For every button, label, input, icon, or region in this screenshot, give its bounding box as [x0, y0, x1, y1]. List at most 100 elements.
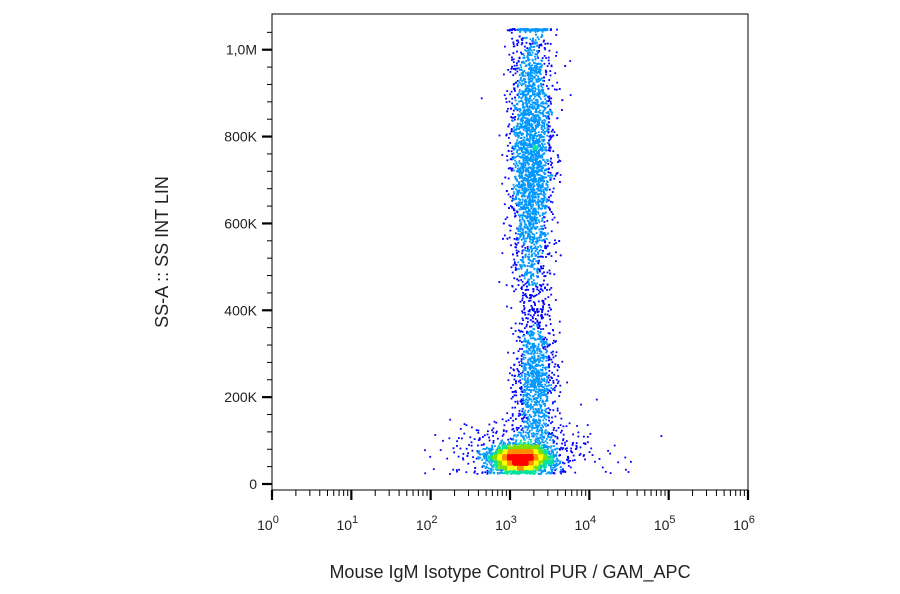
- event-dot: [483, 443, 485, 445]
- event-dot: [509, 93, 511, 96]
- event-dot: [550, 102, 552, 105]
- event-dot: [555, 242, 558, 244]
- event-dot: [526, 285, 528, 288]
- event-dot: [541, 64, 543, 67]
- event-dot: [543, 47, 546, 49]
- event-dot: [527, 441, 530, 443]
- event-dot: [532, 203, 534, 206]
- event-dot: [556, 451, 558, 454]
- event-dot: [540, 351, 543, 353]
- event-dot: [538, 372, 540, 375]
- event-dot: [508, 441, 510, 443]
- event-dot: [524, 129, 527, 132]
- event-dot: [520, 264, 523, 267]
- event-dot: [536, 248, 538, 251]
- event-dot: [545, 356, 548, 359]
- event-dot: [482, 448, 485, 450]
- event-dot: [528, 139, 531, 141]
- event-dot: [532, 219, 535, 222]
- event-dot: [519, 230, 522, 233]
- event-dot: [572, 442, 574, 444]
- event-dot: [545, 371, 548, 374]
- event-dot: [524, 400, 527, 403]
- event-dot: [517, 127, 520, 130]
- event-dot: [493, 420, 496, 423]
- event-dot: [558, 331, 561, 334]
- event-dot: [519, 109, 522, 111]
- event-dot: [524, 174, 527, 177]
- event-dot: [533, 129, 536, 131]
- event-dot: [517, 380, 520, 383]
- event-dot: [541, 252, 544, 254]
- event-dot: [559, 462, 561, 464]
- event-dot: [516, 402, 519, 405]
- event-dot: [547, 452, 550, 455]
- event-dot: [509, 442, 512, 444]
- event-dot: [473, 438, 476, 440]
- event-dot: [528, 309, 531, 311]
- event-dot: [516, 151, 518, 154]
- event-dot: [535, 74, 538, 77]
- event-dot: [514, 175, 517, 178]
- event-dot: [532, 115, 535, 117]
- event-dot: [533, 227, 536, 230]
- event-dot: [544, 367, 546, 369]
- event-dot: [524, 340, 527, 343]
- event-dot: [543, 356, 545, 359]
- event-dot: [526, 321, 529, 323]
- event-dot: [483, 457, 486, 460]
- event-dot: [516, 44, 519, 47]
- event-dot: [532, 82, 535, 85]
- event-dot: [541, 86, 544, 89]
- event-dot: [516, 150, 518, 152]
- event-dot: [535, 408, 537, 411]
- event-dot: [532, 218, 535, 221]
- event-dot: [526, 394, 529, 397]
- event-dot: [531, 197, 534, 199]
- event-dot: [515, 108, 517, 110]
- event-dot: [545, 351, 548, 354]
- event-dot: [528, 193, 530, 196]
- event-dot: [537, 121, 539, 124]
- event-dot: [485, 447, 488, 450]
- event-dot: [537, 251, 540, 254]
- event-dot: [538, 137, 541, 140]
- event-dot: [532, 382, 535, 385]
- event-dot: [542, 302, 545, 304]
- event-dot: [540, 233, 543, 236]
- event-dot: [543, 192, 545, 194]
- event-dot: [516, 191, 519, 193]
- event-dot: [514, 118, 516, 121]
- event-dot: [532, 186, 534, 189]
- event-dot: [525, 351, 528, 354]
- event-dot: [534, 120, 537, 123]
- event-dot: [545, 29, 548, 31]
- event-dot: [528, 414, 531, 417]
- event-dot: [532, 240, 534, 243]
- event-dot: [530, 166, 533, 169]
- event-dot: [520, 137, 523, 139]
- event-dot: [536, 378, 539, 381]
- event-dot: [508, 236, 511, 239]
- event-dot: [533, 338, 536, 340]
- event-dot: [540, 175, 543, 177]
- event-dot: [536, 286, 539, 289]
- event-dot: [537, 161, 539, 163]
- event-dot: [525, 395, 528, 398]
- event-dot: [522, 261, 525, 264]
- event-dot: [513, 156, 516, 159]
- event-dot: [546, 237, 548, 240]
- event-dot: [550, 293, 553, 296]
- event-dot: [548, 149, 551, 152]
- event-dot: [517, 170, 520, 172]
- event-dot: [595, 398, 598, 401]
- event-dot: [534, 171, 537, 173]
- event-dot: [535, 71, 538, 73]
- event-dot: [544, 393, 547, 396]
- event-dot: [523, 190, 526, 193]
- event-dot: [554, 435, 557, 438]
- event-dot: [533, 46, 536, 48]
- event-dot: [519, 166, 522, 169]
- event-dot: [533, 355, 536, 357]
- event-dot: [511, 37, 513, 40]
